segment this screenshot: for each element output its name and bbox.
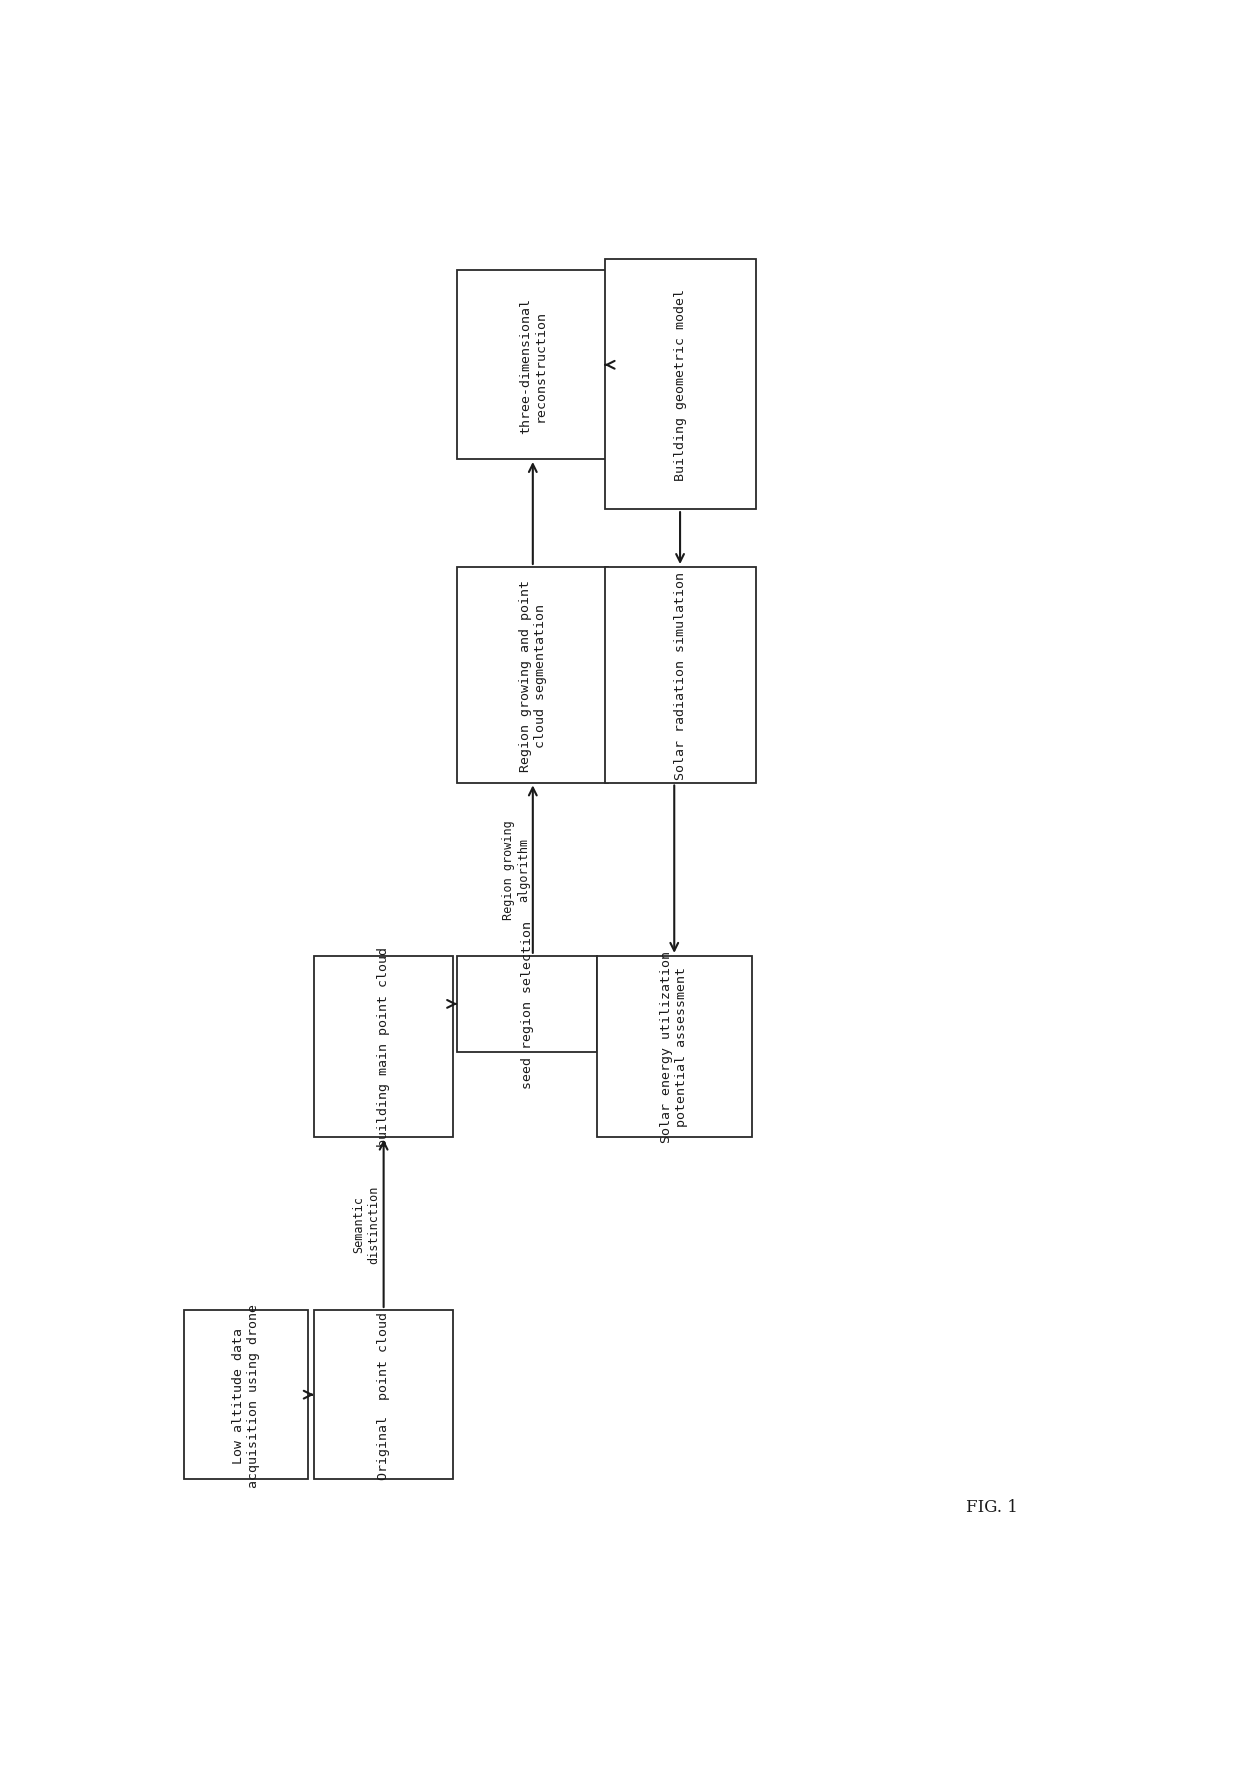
Text: FIG. 1: FIG. 1 [966, 1499, 1018, 1515]
Bar [605, 260, 755, 509]
Text: Region growing and point
cloud segmentation: Region growing and point cloud segmentat… [518, 580, 547, 771]
Bar [596, 956, 751, 1137]
Text: Low altitude data
acquisition using drone: Low altitude data acquisition using dron… [232, 1303, 260, 1486]
Bar [458, 956, 596, 1052]
Text: building main point cloud: building main point cloud [377, 947, 391, 1146]
Bar [458, 568, 609, 783]
Text: Original  point cloud: Original point cloud [377, 1310, 391, 1479]
Text: seed region selection: seed region selection [521, 920, 533, 1088]
Bar [185, 1310, 309, 1479]
Text: three-dimensional
reconstruction: three-dimensional reconstruction [518, 297, 547, 434]
Text: Solar radiation simulation: Solar radiation simulation [673, 571, 687, 780]
Text: Building geometric model: Building geometric model [673, 288, 687, 481]
Text: Solar energy utilization
potential assessment: Solar energy utilization potential asses… [660, 951, 688, 1143]
Bar [314, 1310, 454, 1479]
Bar [314, 956, 454, 1137]
Text: Semantic
distinction: Semantic distinction [352, 1184, 381, 1262]
Text: Region growing
algorithm: Region growing algorithm [502, 821, 529, 920]
Bar [458, 271, 609, 459]
Bar [605, 568, 755, 783]
